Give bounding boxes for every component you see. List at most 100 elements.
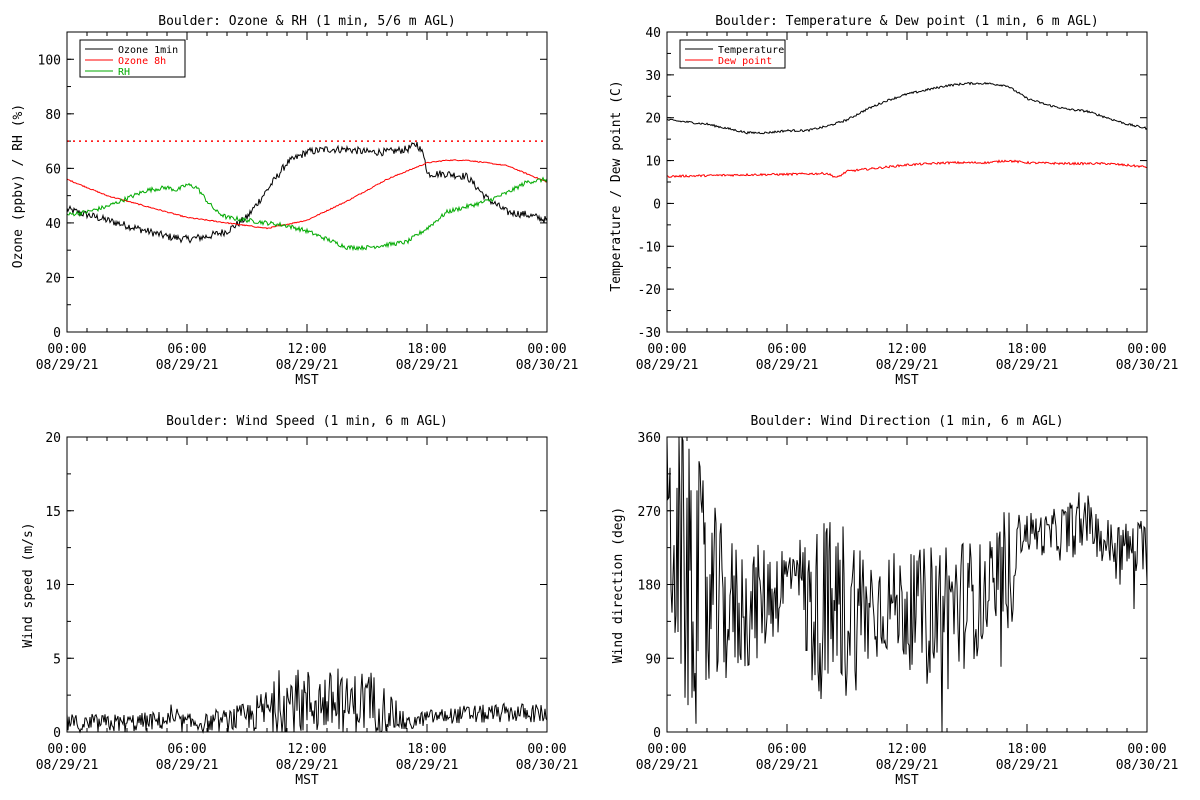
temp-dewpoint-ytick-label: 10 — [645, 155, 661, 170]
temp-dewpoint-ytick-label: -30 — [638, 326, 661, 341]
temp-dewpoint-series-dew-point — [666, 159, 1147, 179]
ozone-rh-title: Boulder: Ozone & RH (1 min, 5/6 m AGL) — [158, 14, 455, 29]
wind-speed-xtick-time-label: 06:00 — [167, 742, 206, 757]
temp-dewpoint-xtick-time-label: 00:00 — [1127, 342, 1166, 357]
ozone-rh-xtick-date-label: 08/29/21 — [36, 358, 99, 373]
wind-speed-ytick-label: 15 — [45, 505, 61, 520]
wind-speed-xtick-date-label: 08/30/21 — [516, 758, 579, 773]
temp-dewpoint-ytick-label: 30 — [645, 69, 661, 84]
temp-dewpoint-plot-frame — [666, 31, 1148, 333]
ozone-rh-ytick-label: 60 — [45, 162, 61, 177]
temp-dewpoint-legend-box — [679, 39, 786, 69]
ozone-rh-ytick-label: 100 — [38, 53, 61, 68]
wind-direction-xtick-time-label: 12:00 — [887, 742, 926, 757]
ozone-rh-xtick-time-label: 12:00 — [287, 342, 326, 357]
ozone-rh-plot-frame — [66, 31, 548, 333]
temp-dewpoint-title: Boulder: Temperature & Dew point (1 min,… — [715, 14, 1099, 29]
wind-direction-ytick-label: 270 — [638, 505, 661, 520]
wind-speed-series-series — [66, 668, 548, 734]
temp-dewpoint-ylabel: Temperature / Dew point (C) — [609, 80, 624, 291]
temp-dewpoint-xtick-date-label: 08/29/21 — [996, 358, 1059, 373]
temp-dewpoint-xtick-date-label: 08/29/21 — [636, 358, 699, 373]
wind-direction-xtick-date-label: 08/29/21 — [876, 758, 939, 773]
legend-label-rh: RH — [118, 67, 130, 78]
wind-direction-ytick-label: 90 — [645, 652, 661, 667]
wind-speed-xtick-date-label: 08/29/21 — [36, 758, 99, 773]
legend-label-ozone-1min: Ozone 1min — [118, 45, 178, 56]
ozone-rh-xtick-time-label: 06:00 — [167, 342, 206, 357]
ozone-rh-ylabel: Ozone (ppbv) / RH (%) — [11, 104, 26, 268]
wind-speed-xtick-time-label: 00:00 — [47, 742, 86, 757]
ozone-rh-legend: Ozone 1min Ozone 8h RH — [79, 39, 186, 78]
wind-direction-xtick-time-label: 06:00 — [767, 742, 806, 757]
wind-direction-xtick-date-label: 08/30/21 — [1116, 758, 1179, 773]
wind-direction-xtick-date-label: 08/29/21 — [996, 758, 1059, 773]
wind-direction-chart: Boulder: Wind Direction (1 min, 6 m AGL)… — [611, 414, 1178, 788]
wind-direction-xtick-time-label: 00:00 — [1127, 742, 1166, 757]
temp-dewpoint-xtick-time-label: 06:00 — [767, 342, 806, 357]
legend-label-ozone-8h: Ozone 8h — [118, 56, 166, 67]
wind-speed-xtick-date-label: 08/29/21 — [156, 758, 219, 773]
wind-speed-ylabel: Wind speed (m/s) — [21, 522, 36, 647]
wind-speed-plot-frame — [66, 436, 548, 733]
wind-direction-xlabel: MST — [895, 773, 919, 788]
wind-speed-ytick-label: 10 — [45, 579, 61, 594]
temp-dewpoint-xtick-date-label: 08/30/21 — [1116, 358, 1179, 373]
ozone-rh-xtick-time-label: 18:00 — [407, 342, 446, 357]
ozone-rh-ytick-label: 0 — [53, 326, 61, 341]
ozone-rh-xtick-date-label: 08/29/21 — [276, 358, 339, 373]
temp-dewpoint-xlabel: MST — [895, 373, 919, 388]
temp-dewpoint-legend: Temperature Dew point — [679, 39, 786, 69]
wind-direction-xtick-date-label: 08/29/21 — [756, 758, 819, 773]
ozone-rh-ytick-label: 80 — [45, 108, 61, 123]
wind-speed-chart: Boulder: Wind Speed (1 min, 6 m AGL) Win… — [21, 414, 578, 788]
wind-direction-xtick-time-label: 18:00 — [1007, 742, 1046, 757]
temp-dewpoint-ytick-label: -20 — [638, 283, 661, 298]
temp-dewpoint-chart: Boulder: Temperature & Dew point (1 min,… — [609, 14, 1178, 388]
ozone-rh-series-ozone-8h — [66, 159, 548, 230]
wind-speed-xtick-time-label: 00:00 — [527, 742, 566, 757]
ozone-rh-ytick-label: 20 — [45, 271, 61, 286]
temp-dewpoint-ytick-label: 0 — [653, 197, 661, 212]
temp-dewpoint-ytick-label: 20 — [645, 112, 661, 127]
wind-direction-xtick-time-label: 00:00 — [647, 742, 686, 757]
ozone-rh-series-ozone-1min — [66, 141, 548, 244]
ozone-rh-ytick-label: 40 — [45, 217, 61, 232]
ozone-rh-xtick-date-label: 08/30/21 — [516, 358, 579, 373]
wind-speed-ytick-label: 20 — [45, 431, 61, 446]
wind-direction-xtick-date-label: 08/29/21 — [636, 758, 699, 773]
wind-direction-ytick-label: 180 — [638, 579, 661, 594]
wind-speed-xtick-date-label: 08/29/21 — [276, 758, 339, 773]
wind-direction-plot-frame — [666, 436, 1148, 733]
wind-direction-title: Boulder: Wind Direction (1 min, 6 m AGL) — [750, 414, 1063, 429]
ozone-rh-xtick-date-label: 08/29/21 — [156, 358, 219, 373]
temp-dewpoint-ytick-label: -10 — [638, 240, 661, 255]
temp-dewpoint-ytick-label: 40 — [645, 26, 661, 41]
wind-direction-ytick-label: 360 — [638, 431, 661, 446]
wind-direction-series-series — [666, 436, 1148, 733]
ozone-rh-series-rh — [66, 176, 548, 252]
temp-dewpoint-series-temperature — [666, 81, 1148, 135]
legend-label-temperature: Temperature — [718, 45, 784, 56]
wind-speed-xtick-date-label: 08/29/21 — [396, 758, 459, 773]
ozone-rh-xtick-time-label: 00:00 — [527, 342, 566, 357]
wind-direction-ylabel: Wind direction (deg) — [611, 507, 626, 664]
temp-dewpoint-xtick-date-label: 08/29/21 — [756, 358, 819, 373]
ozone-rh-xtick-time-label: 00:00 — [47, 342, 86, 357]
wind-speed-title: Boulder: Wind Speed (1 min, 6 m AGL) — [166, 414, 448, 429]
temp-dewpoint-xtick-time-label: 18:00 — [1007, 342, 1046, 357]
ozone-rh-xtick-date-label: 08/29/21 — [396, 358, 459, 373]
wind-speed-ytick-label: 5 — [53, 652, 61, 667]
wind-direction-ytick-label: 0 — [653, 726, 661, 741]
legend-label-dew-point: Dew point — [718, 56, 772, 67]
wind-speed-xlabel: MST — [295, 773, 319, 788]
wind-speed-xtick-time-label: 12:00 — [287, 742, 326, 757]
wind-speed-ytick-label: 0 — [53, 726, 61, 741]
ozone-rh-chart: Boulder: Ozone & RH (1 min, 5/6 m AGL) O… — [11, 14, 578, 388]
temp-dewpoint-xtick-time-label: 12:00 — [887, 342, 926, 357]
temp-dewpoint-xtick-time-label: 00:00 — [647, 342, 686, 357]
temp-dewpoint-xtick-date-label: 08/29/21 — [876, 358, 939, 373]
wind-speed-xtick-time-label: 18:00 — [407, 742, 446, 757]
ozone-rh-xlabel: MST — [295, 373, 319, 388]
